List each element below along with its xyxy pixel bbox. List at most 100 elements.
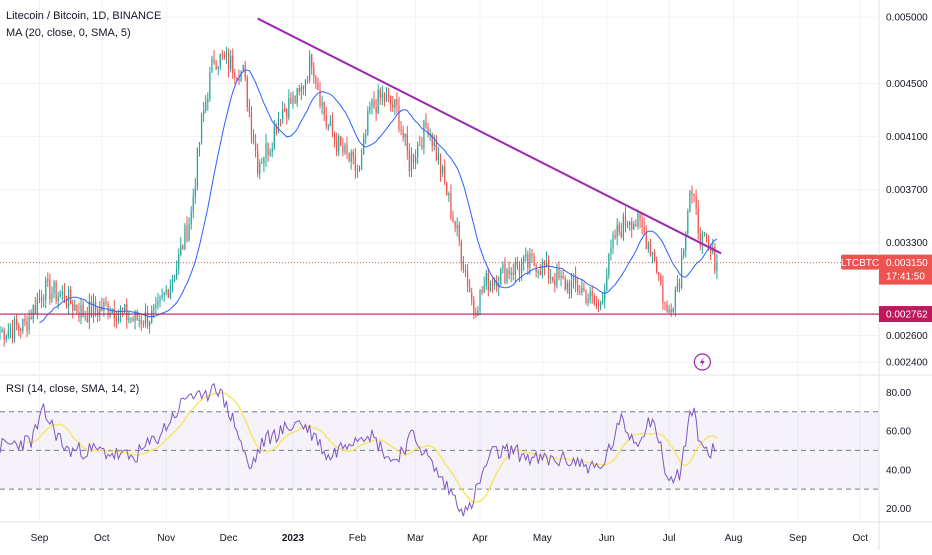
candle: [448, 191, 450, 202]
candle: [277, 111, 280, 134]
candle: [286, 107, 288, 125]
candle-body: [103, 301, 105, 311]
candle: [271, 142, 273, 158]
candle: [444, 159, 446, 186]
candle: [629, 220, 631, 232]
time-tick-label: Sep: [789, 533, 807, 544]
candle: [456, 217, 458, 237]
candle: [647, 240, 649, 253]
candle: [319, 81, 321, 109]
candle-body: [577, 284, 579, 292]
price-tick-label: 0.002600: [886, 331, 928, 342]
candle-body: [153, 307, 155, 311]
descending-trendline[interactable]: [257, 17, 722, 255]
price-tick-label: 0.003700: [886, 185, 928, 196]
candle-body: [321, 101, 323, 107]
candle: [163, 291, 165, 303]
rsi-line[interactable]: [0, 382, 718, 517]
candle: [552, 276, 554, 284]
candle: [244, 60, 246, 82]
candle-body: [40, 297, 43, 301]
candle: [246, 75, 248, 112]
candle: [99, 300, 101, 321]
candle: [512, 263, 514, 281]
candle: [387, 87, 390, 103]
candle-body: [552, 277, 554, 281]
candle-body: [550, 277, 552, 279]
candle-body: [221, 54, 223, 56]
candle: [656, 256, 658, 274]
lightning-bolt-glyph: [699, 357, 705, 367]
rsi-indicator-label[interactable]: RSI (14, close, SMA, 14, 2): [6, 383, 140, 395]
candle: [645, 225, 647, 250]
candle: [381, 85, 383, 106]
candle: [263, 156, 265, 173]
lightning-bolt-icon[interactable]: [693, 353, 711, 371]
candle: [570, 272, 573, 299]
candle-body: [641, 219, 643, 227]
candle: [678, 278, 681, 293]
candle-body: [78, 311, 80, 318]
candle-body: [302, 86, 305, 90]
candle: [360, 148, 363, 171]
candle-body: [250, 111, 253, 136]
candle-body: [608, 253, 610, 276]
candle-body: [707, 240, 710, 246]
candle-body: [558, 269, 560, 278]
candle: [437, 146, 440, 165]
ma-indicator-label[interactable]: MA (20, close, 0, SMA, 5): [6, 27, 131, 39]
candle-body: [196, 147, 199, 188]
candle-body: [602, 300, 604, 303]
support-price-badge[interactable]: 0.002762: [879, 306, 932, 323]
candle-body: [533, 256, 535, 266]
candle: [568, 279, 570, 300]
candle-body: [633, 224, 635, 230]
candle: [354, 147, 356, 179]
candle: [610, 239, 612, 261]
candle-body: [336, 140, 338, 152]
candle: [142, 320, 145, 328]
candle: [477, 305, 479, 317]
support-badge-bg: [879, 306, 932, 323]
candle-body: [244, 65, 246, 78]
candle-body: [261, 162, 263, 164]
candle-body: [402, 130, 404, 138]
symbol-title[interactable]: Litecoin / Bitcoin, 1D, BINANCE: [6, 10, 162, 22]
price-badge-bg: [879, 254, 932, 285]
candle-body: [232, 55, 234, 74]
candle: [254, 133, 257, 158]
candle: [1, 326, 3, 333]
candle: [200, 112, 203, 145]
current-price-badge[interactable]: LTCBTC 0.003150 17:41:50: [841, 254, 932, 285]
candle: [107, 301, 109, 320]
candle-body: [240, 70, 242, 82]
candle: [74, 299, 76, 312]
candle: [329, 115, 332, 127]
candle-body: [281, 109, 284, 120]
candle: [375, 99, 377, 122]
candle: [9, 322, 12, 339]
candle: [323, 101, 325, 122]
candle-body: [306, 80, 309, 82]
candle: [620, 222, 622, 239]
candle: [510, 266, 512, 283]
candle: [604, 283, 606, 309]
candle: [269, 148, 271, 157]
candle: [593, 293, 595, 307]
candle-body: [647, 243, 649, 249]
moving-average-line[interactable]: [39, 69, 718, 324]
rsi-moving-average-line[interactable]: [26, 391, 718, 504]
candle-body: [616, 224, 618, 238]
candle-body: [676, 283, 679, 290]
candle-body: [24, 318, 26, 322]
candle-body: [666, 303, 668, 312]
candle-body: [429, 133, 431, 135]
candle-body: [512, 272, 514, 275]
candle-body: [5, 336, 7, 340]
candle-body: [371, 100, 373, 107]
candle-body: [520, 263, 523, 274]
candle: [716, 253, 718, 280]
candle: [637, 209, 639, 230]
